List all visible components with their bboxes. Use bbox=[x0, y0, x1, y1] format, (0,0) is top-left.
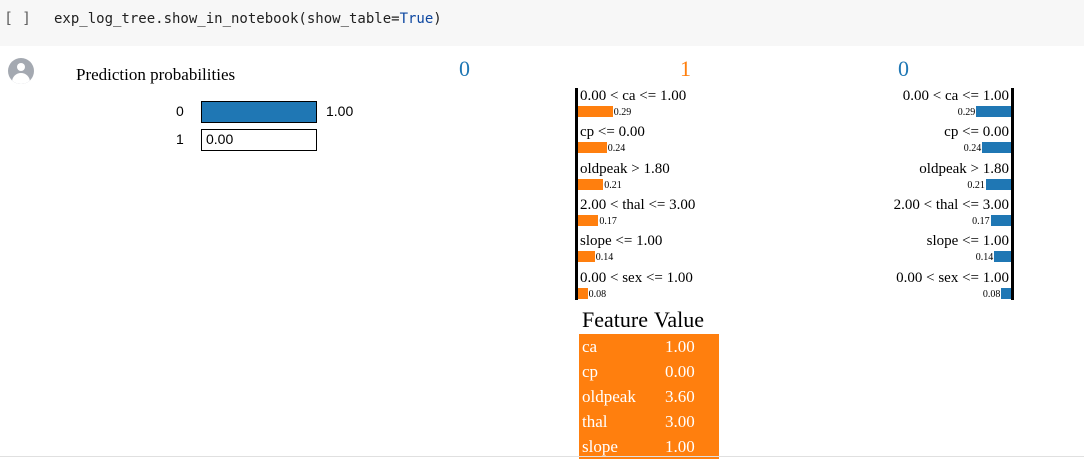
table-cell-feature: ca bbox=[579, 334, 651, 359]
explanation-bar bbox=[578, 106, 613, 117]
code-keyword: True bbox=[399, 11, 434, 27]
explanation-bar bbox=[982, 142, 1011, 154]
avatar-body bbox=[12, 73, 30, 84]
feature-value-table: Feature Value ca 1.00 cp 0.00 oldpeak 3.… bbox=[579, 306, 719, 459]
table-header-value: Value bbox=[653, 307, 705, 332]
table-row: slope 1.00 bbox=[579, 434, 719, 459]
table-header-feature: Feature bbox=[582, 307, 648, 332]
explanation-label: cp <= 0.00 bbox=[944, 124, 1009, 141]
explanation-label: oldpeak > 1.80 bbox=[919, 160, 1009, 177]
explanation-value: 0.17 bbox=[972, 215, 990, 227]
table-row: ca 1.00 bbox=[579, 334, 719, 359]
explanation-label: 0.00 < sex <= 1.00 bbox=[896, 269, 1009, 286]
explanation-label: slope <= 1.00 bbox=[580, 233, 663, 250]
table-cell-feature: cp bbox=[579, 359, 651, 384]
table-cell-feature: slope bbox=[579, 434, 651, 459]
explanation-value: 0.24 bbox=[607, 143, 626, 155]
table-cell-value: 0.00 bbox=[650, 359, 719, 384]
table-cell-value: 3.00 bbox=[650, 409, 719, 434]
explanation-item: cp <= 0.00 0.24 bbox=[834, 124, 1011, 160]
explanation-bar bbox=[1001, 287, 1011, 299]
probability-class-label: 1 bbox=[176, 131, 184, 147]
explanation-label: 0.00 < ca <= 1.00 bbox=[580, 88, 687, 104]
explanation-item: cp <= 0.00 0.24 bbox=[578, 124, 755, 160]
explanation-value: 0.14 bbox=[595, 252, 614, 264]
run-cell-button[interactable]: [ ] bbox=[4, 9, 32, 27]
explanation-label: cp <= 0.00 bbox=[580, 124, 645, 141]
probability-class-label: 0 bbox=[176, 103, 184, 119]
output-avatar-icon bbox=[8, 58, 34, 84]
table-cell-feature: thal bbox=[579, 409, 651, 434]
avatar-head bbox=[17, 63, 25, 71]
explanation-item: 0.00 < sex <= 1.00 0.08 bbox=[834, 270, 1011, 306]
explanation-item: slope <= 1.00 0.14 bbox=[578, 233, 755, 269]
prediction-probabilities-title: Prediction probabilities bbox=[76, 65, 236, 84]
class-header-not: 0 bbox=[459, 56, 470, 81]
explanation-label: 2.00 < thal <= 3.00 bbox=[893, 196, 1009, 213]
output-divider bbox=[0, 456, 1084, 457]
class-header-negative: 0 bbox=[898, 56, 909, 81]
explanation-label: oldpeak > 1.80 bbox=[580, 160, 670, 177]
explanation-item: 2.00 < thal <= 3.00 0.17 bbox=[834, 197, 1011, 233]
explanation-item: oldpeak > 1.80 0.21 bbox=[578, 161, 755, 197]
explanation-negative-panel: 0.00 < ca <= 1.00 0.29 cp <= 0.00 0.24 oldpe… bbox=[834, 88, 1014, 300]
table-cell-value: 1.00 bbox=[650, 334, 719, 359]
explanation-positive-panel: 0.00 < ca <= 1.00 0.29 cp <= 0.00 0.24 oldpe… bbox=[575, 88, 755, 300]
explanation-label: 2.00 < thal <= 3.00 bbox=[580, 196, 696, 213]
explanation-value: 0.21 bbox=[604, 179, 622, 191]
table-header-row: Feature Value bbox=[579, 306, 719, 334]
explanation-value: 0.29 bbox=[613, 107, 632, 118]
explanation-value: 0.29 bbox=[957, 107, 976, 118]
explanation-item: 0.00 < sex <= 1.00 0.08 bbox=[578, 270, 755, 306]
explanation-value: 0.08 bbox=[588, 288, 607, 300]
explanation-value: 0.14 bbox=[975, 252, 994, 264]
explanation-bar bbox=[990, 214, 1011, 226]
table-cell-value: 3.60 bbox=[650, 384, 719, 409]
explanation-bar bbox=[976, 106, 1011, 117]
explanation-bar bbox=[578, 251, 595, 263]
table-cell-value: 1.00 bbox=[650, 434, 719, 459]
probability-bar-box bbox=[201, 101, 317, 123]
code-prefix: exp_log_tree.show_in_notebook(show_table… bbox=[54, 11, 400, 27]
explanation-item: 2.00 < thal <= 3.00 0.17 bbox=[578, 197, 755, 233]
explanation-value: 0.17 bbox=[599, 215, 617, 227]
code-cell[interactable]: [ ] exp_log_tree.show_in_notebook(show_t… bbox=[0, 0, 1084, 46]
code-suffix: ) bbox=[433, 11, 442, 27]
explanation-bar bbox=[578, 142, 607, 154]
explanation-item: 0.00 < ca <= 1.00 0.29 bbox=[834, 88, 1011, 124]
explanation-bar bbox=[578, 287, 588, 299]
explanation-value: 0.08 bbox=[982, 288, 1001, 300]
explanation-item: oldpeak > 1.80 0.21 bbox=[834, 161, 1011, 197]
table-row: oldpeak 3.60 bbox=[579, 384, 719, 409]
explanation-label: slope <= 1.00 bbox=[926, 233, 1009, 250]
class-header-positive: 1 bbox=[680, 56, 691, 81]
explanation-value: 0.24 bbox=[963, 143, 982, 155]
explanation-item: 0.00 < ca <= 1.00 0.29 bbox=[578, 88, 755, 124]
probability-value: 1.00 bbox=[326, 103, 354, 119]
table-row: cp 0.00 bbox=[579, 359, 719, 384]
table-cell-feature: oldpeak bbox=[579, 384, 651, 409]
explanation-label: 0.00 < sex <= 1.00 bbox=[580, 269, 693, 286]
table-row: thal 3.00 bbox=[579, 409, 719, 434]
explanation-bar bbox=[985, 178, 1011, 190]
explanation-label: 0.00 < ca <= 1.00 bbox=[902, 88, 1009, 104]
probability-bar-fill bbox=[202, 102, 316, 122]
explanation-value: 0.21 bbox=[967, 179, 985, 191]
explanation-item: slope <= 1.00 0.14 bbox=[834, 233, 1011, 269]
explanation-bar bbox=[578, 214, 599, 226]
probability-bar-box bbox=[201, 129, 317, 151]
explanation-bar bbox=[994, 251, 1011, 263]
probability-value: 0.00 bbox=[206, 131, 234, 147]
explanation-bar bbox=[578, 178, 604, 190]
code-line[interactable]: exp_log_tree.show_in_notebook(show_table… bbox=[54, 11, 442, 27]
